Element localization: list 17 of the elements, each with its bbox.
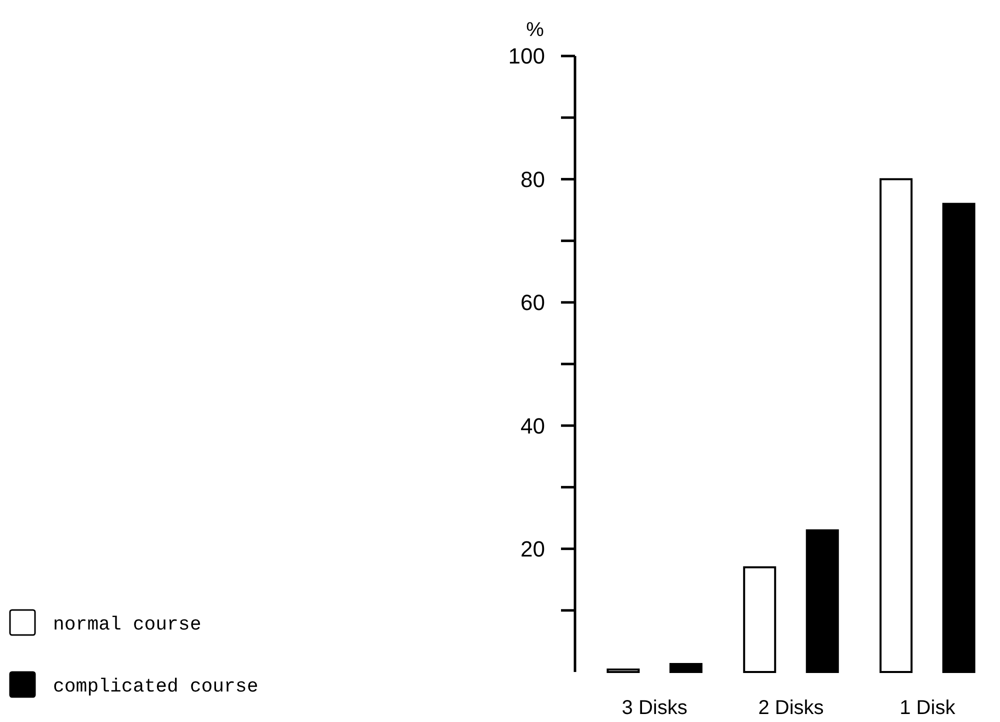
- bar: [743, 566, 776, 673]
- y-tick-label: 60: [520, 290, 545, 316]
- x-tick-label: 1 Disk: [900, 697, 956, 719]
- bar: [669, 662, 702, 673]
- x-tick-label: 2 Disks: [758, 697, 824, 719]
- bar: [880, 178, 913, 673]
- y-tick-label: 40: [520, 413, 545, 438]
- x-tick-label: 3 Disks: [622, 697, 688, 719]
- bar: [606, 668, 640, 673]
- bar: [942, 202, 976, 673]
- y-tick-label: 20: [520, 536, 545, 562]
- y-tick-label: 100: [508, 44, 545, 69]
- legend-label: normal course: [53, 614, 202, 636]
- bar: [806, 529, 839, 673]
- legend-label: complicated course: [53, 676, 258, 698]
- y-tick-label: 80: [520, 166, 545, 192]
- y-axis-title: %: [526, 19, 544, 41]
